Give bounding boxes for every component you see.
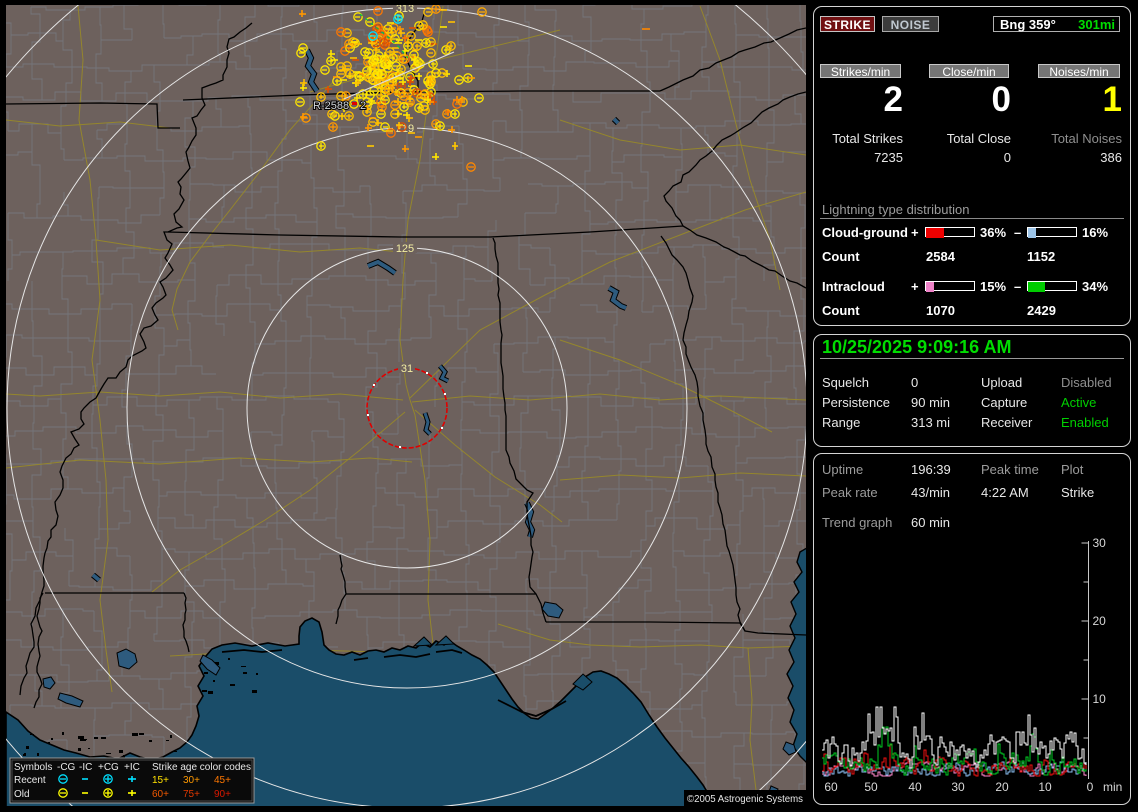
svg-text:2: 2 xyxy=(360,100,366,112)
svg-text:30+: 30+ xyxy=(183,775,200,786)
svg-text:60: 60 xyxy=(824,780,838,794)
svg-text:30: 30 xyxy=(951,780,965,794)
svg-text:0: 0 xyxy=(1087,780,1094,794)
svg-text:10: 10 xyxy=(1038,780,1052,794)
svg-text:31: 31 xyxy=(401,363,413,375)
svg-text:-IC: -IC xyxy=(79,762,92,773)
svg-text:10: 10 xyxy=(1093,692,1107,706)
svg-text:60+: 60+ xyxy=(152,789,169,800)
svg-text:219: 219 xyxy=(396,123,414,135)
svg-text:Recent: Recent xyxy=(14,775,46,786)
svg-text:20: 20 xyxy=(1093,614,1107,628)
svg-text:45+: 45+ xyxy=(214,775,231,786)
svg-text:313: 313 xyxy=(396,3,414,15)
svg-text:min: min xyxy=(1103,780,1122,794)
svg-text:40: 40 xyxy=(908,780,922,794)
svg-text:125: 125 xyxy=(396,243,414,255)
svg-text:+IC: +IC xyxy=(124,762,140,773)
svg-text:Old: Old xyxy=(14,789,30,800)
svg-text:15+: 15+ xyxy=(152,775,169,786)
svg-text:20: 20 xyxy=(995,780,1009,794)
svg-text:R-2588: R-2588 xyxy=(313,100,349,112)
svg-text:75+: 75+ xyxy=(183,789,200,800)
svg-text:Symbols: Symbols xyxy=(14,762,52,773)
svg-text:Strike age color codes: Strike age color codes xyxy=(152,762,251,773)
svg-text:+CG: +CG xyxy=(98,762,119,773)
svg-text:-CG: -CG xyxy=(57,762,76,773)
svg-text:©2005 Astrogenic Systems: ©2005 Astrogenic Systems xyxy=(687,793,803,805)
svg-text:50: 50 xyxy=(864,780,878,794)
svg-text:90+: 90+ xyxy=(214,789,231,800)
svg-text:30: 30 xyxy=(1093,536,1107,550)
